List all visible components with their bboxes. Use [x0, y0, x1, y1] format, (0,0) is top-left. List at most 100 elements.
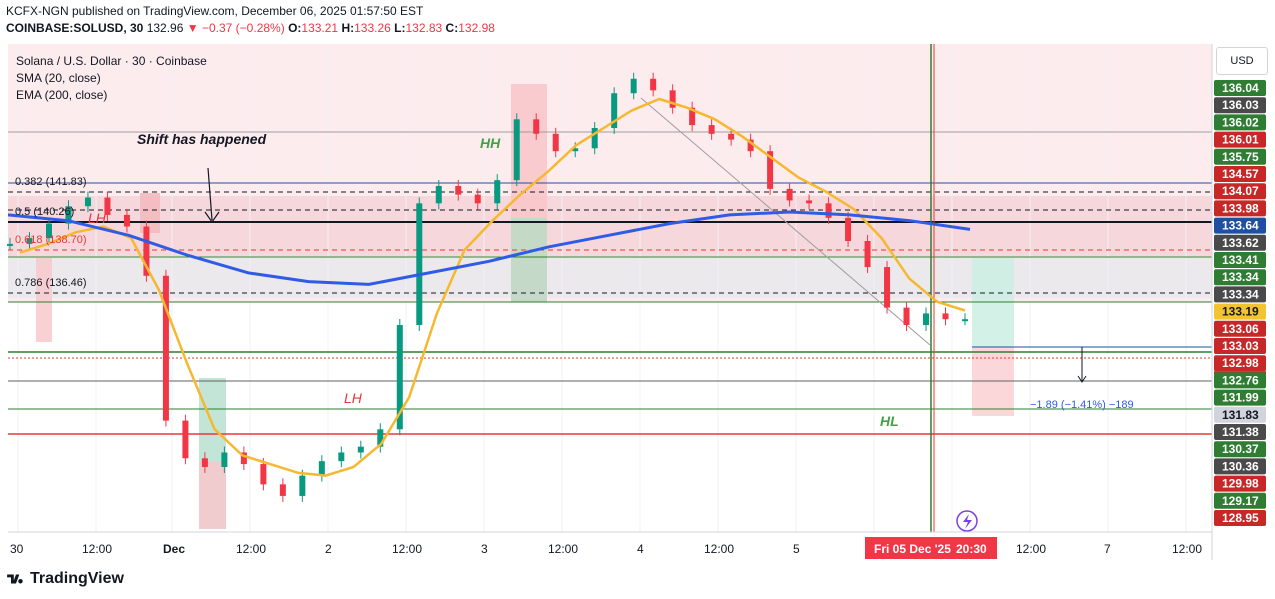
price-tag-bg — [1214, 234, 1266, 251]
candle-body — [630, 78, 637, 94]
trend-line — [640, 97, 931, 346]
candle-body — [591, 128, 598, 149]
candle-body — [923, 313, 930, 326]
candle-body — [650, 78, 657, 91]
annotation-label: LH — [88, 210, 107, 226]
price-tag-bg — [1214, 303, 1266, 320]
price-tag: 133.64 — [1222, 219, 1259, 233]
candle-body — [299, 475, 306, 496]
symbol-ohlc-line: COINBASE:SOLUSD, 30 132.96 ▼ −0.37 (−0.2… — [6, 21, 495, 35]
candle-body — [533, 119, 540, 134]
time-tick: 12:00 — [704, 542, 734, 556]
price-tag: 131.83 — [1222, 408, 1259, 422]
open-key: O: — [288, 21, 302, 35]
price-tag: 128.95 — [1222, 511, 1259, 525]
candle-body — [942, 313, 949, 320]
price-tag-bg — [1214, 183, 1266, 200]
price-tag-bg — [1214, 441, 1266, 458]
price-tag: 133.62 — [1222, 236, 1259, 250]
open-value: 133.21 — [301, 21, 339, 35]
candle-body — [338, 452, 345, 462]
time-tick: 12:00 — [82, 542, 112, 556]
grey-band — [8, 258, 1212, 298]
measure-arrow-icon — [1077, 375, 1087, 383]
price-tag: 133.34 — [1222, 270, 1259, 284]
time-tick: 12:00 — [1172, 542, 1202, 556]
supply-box-bottom — [199, 462, 226, 529]
candle-body — [611, 93, 618, 129]
candle-body — [7, 243, 13, 246]
lightning-icon — [963, 514, 972, 529]
price-tag-bg — [1214, 355, 1266, 372]
price-tag: 133.19 — [1222, 305, 1259, 319]
price-change: −0.37 (−0.28%) — [201, 21, 285, 35]
annotation-label: LH — [344, 390, 363, 406]
price-tag: 134.07 — [1222, 184, 1259, 198]
candle-body — [962, 319, 968, 322]
fib-label: 0.5 (140.26) — [15, 206, 74, 218]
candle-body — [786, 188, 793, 201]
price-tag-bg — [1214, 80, 1266, 96]
crosshair-clock: 20:30 — [956, 542, 987, 556]
sma-20-line — [19, 97, 966, 477]
candle-body — [357, 446, 364, 453]
price-tag: 133.03 — [1222, 339, 1259, 353]
candle-body — [474, 194, 481, 204]
price-tag-bg — [1214, 166, 1266, 182]
measure-label: −1.89 (−1.41%) −189 — [1030, 399, 1134, 411]
annotation-label: HL — [880, 413, 899, 429]
price-tag-bg — [1214, 97, 1266, 114]
price-tag: 133.34 — [1222, 287, 1259, 301]
price-tag-bg — [1214, 286, 1266, 303]
candle-body — [84, 197, 91, 207]
price-tag: 132.98 — [1222, 356, 1259, 370]
price-tag-bg — [1214, 492, 1266, 509]
fib-label: 0.382 (141.83) — [15, 176, 87, 188]
candle-body — [221, 452, 228, 467]
price-tag-bg — [1214, 269, 1266, 286]
price-tag-bg — [1214, 217, 1266, 234]
candle-body — [494, 180, 501, 204]
price-tag-bg — [1214, 114, 1266, 131]
price-tag-bg — [1214, 475, 1266, 492]
candle-body — [104, 197, 111, 215]
time-tick: 2 — [325, 542, 332, 556]
price-tag: 129.98 — [1222, 477, 1259, 491]
candle-body — [845, 217, 852, 241]
supply-box-left — [36, 258, 52, 342]
currency-button[interactable]: USD — [1216, 47, 1268, 75]
price-tag: 136.03 — [1222, 98, 1259, 112]
candle-body — [513, 119, 520, 181]
candle-body — [123, 214, 130, 227]
candle-body — [825, 203, 832, 218]
demand-box-mid — [511, 218, 547, 302]
candle-body — [435, 185, 442, 204]
tradingview-logo-icon — [7, 574, 23, 584]
price-tag-bg — [1214, 200, 1266, 217]
candle-body — [455, 185, 462, 195]
publisher-line: KCFX-NGN published on TradingView.com, D… — [6, 4, 424, 18]
legend-ema: EMA (200, close) — [16, 88, 107, 102]
supply-box-small — [140, 193, 160, 233]
candle-body — [728, 133, 735, 140]
crosshair-time: Fri 05 Dec '25 — [874, 542, 951, 556]
price-tag-bg — [1214, 510, 1266, 526]
price-tag: 132.76 — [1222, 373, 1259, 387]
symbol[interactable]: COINBASE:SOLUSD, 30 — [6, 21, 144, 35]
candle-body — [806, 200, 813, 204]
shift-arrow-icon — [204, 167, 220, 224]
stop-box — [972, 348, 1014, 416]
price-tag-bg — [1214, 338, 1266, 354]
candle-body — [767, 151, 774, 189]
tradingview-logo[interactable]: TradingView — [6, 570, 124, 588]
time-tick: 7 — [1104, 542, 1111, 556]
price-tag: 136.02 — [1222, 115, 1259, 129]
brand-name: TradingView — [30, 570, 124, 587]
candle-body — [45, 223, 52, 239]
candle-body — [903, 307, 910, 326]
candle-body — [318, 461, 325, 476]
price-tag: 131.99 — [1222, 391, 1259, 405]
price-tag: 130.37 — [1222, 442, 1259, 456]
annotation-label: Shift has happened — [137, 131, 267, 147]
